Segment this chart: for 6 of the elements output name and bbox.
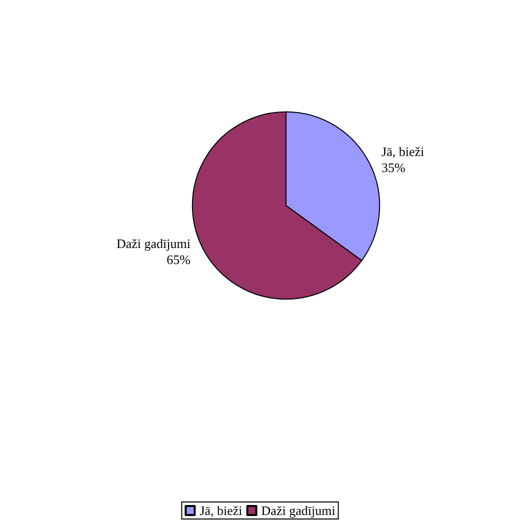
slice-label: Jā, bieži (382, 144, 425, 159)
data-label: 65% (166, 252, 191, 268)
legend-label: Daži gadījumi (261, 503, 336, 518)
data-label: 35% (382, 160, 406, 175)
slice-label: Daži gadījumi (116, 236, 191, 252)
legend-label: Jā, bieži (200, 503, 243, 518)
